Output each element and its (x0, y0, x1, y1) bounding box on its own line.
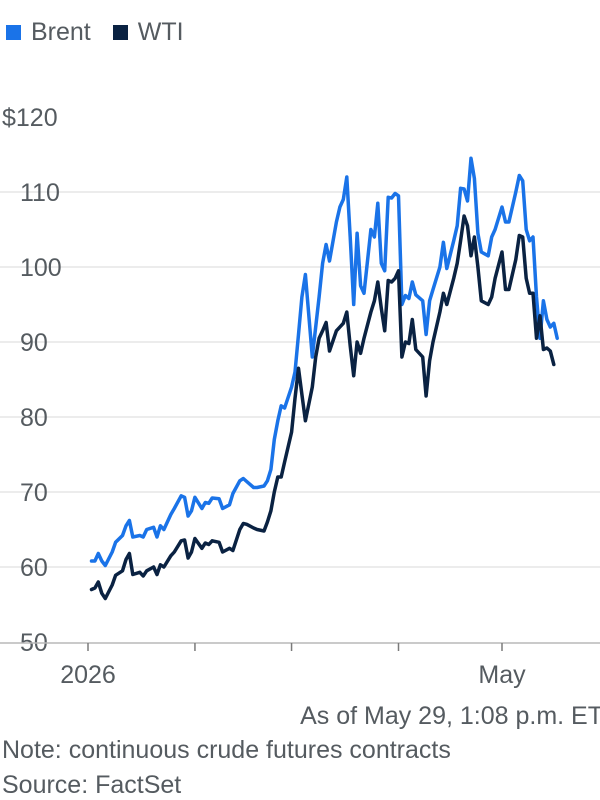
y-tick-label-80: 80 (20, 404, 48, 432)
y-tick-label-110: 110 (20, 179, 60, 207)
x-tick-label-2026: 2026 (60, 661, 116, 689)
as-of-timestamp: As of May 29, 1:08 p.m. ET (300, 702, 600, 730)
series-line-wti (89, 214, 556, 601)
legend-swatch-wti (112, 25, 128, 40)
chart-source: Source: FactSet (2, 771, 182, 799)
legend-label-brent: Brent (31, 18, 91, 46)
y-tick-label-90: 90 (20, 329, 48, 357)
chart-note: Note: continuous crude futures contracts (2, 736, 451, 764)
x-tick-label-may: May (478, 661, 526, 689)
y-tick-label-120: $120 (2, 104, 58, 132)
chart-legend: Brent WTI (6, 18, 184, 47)
y-tick-label-70: 70 (20, 479, 48, 507)
legend-item-wti: WTI (112, 18, 184, 47)
y-tick-label-60: 60 (20, 554, 48, 582)
legend-label-wti: WTI (137, 18, 184, 46)
series-line-brent (89, 156, 559, 568)
y-tick-label-100: 100 (20, 254, 62, 282)
legend-item-brent: Brent (6, 18, 91, 47)
legend-swatch-brent (6, 25, 21, 40)
